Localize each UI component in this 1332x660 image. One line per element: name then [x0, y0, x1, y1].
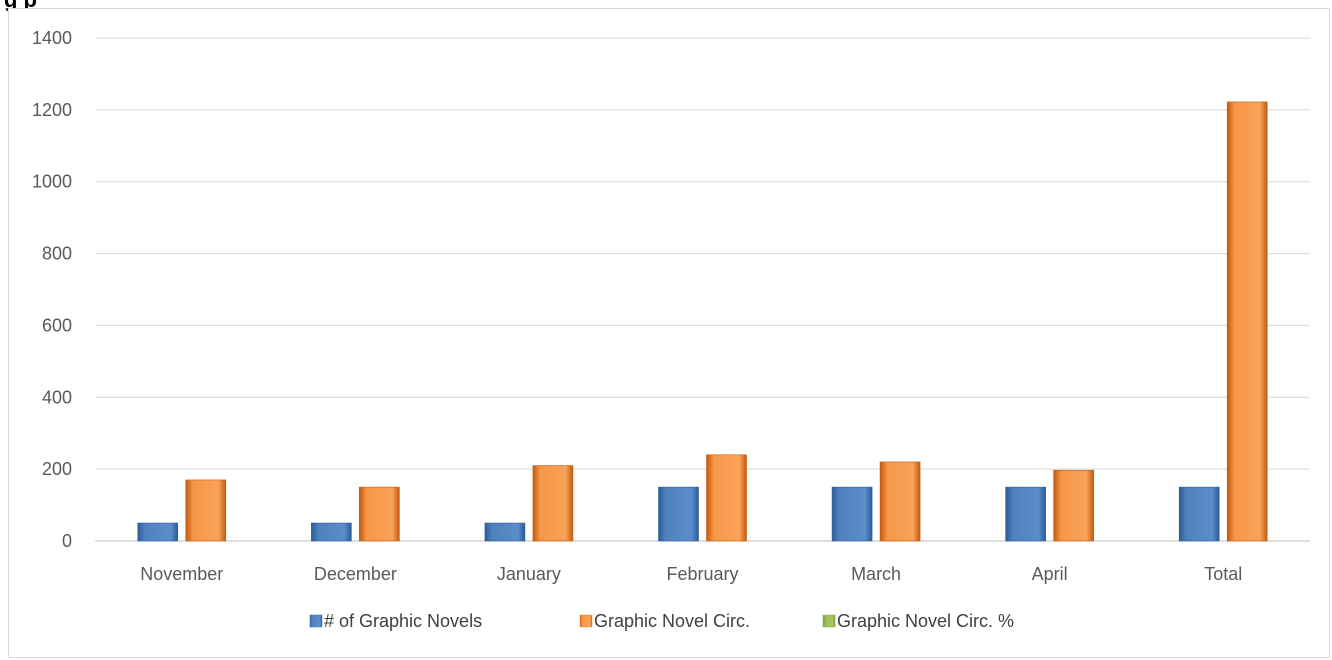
legend-label: Graphic Novel Circ. % — [837, 611, 1014, 631]
x-axis-ticks: November December January February March Apri… — [140, 564, 1242, 584]
y-tick-label: 1200 — [32, 100, 72, 120]
bar-graphic-novel-circ-january — [532, 465, 574, 542]
y-tick-label: 400 — [42, 387, 72, 407]
bar-graphic-novel-circ-february — [706, 454, 747, 542]
x-tick-label: January — [497, 564, 561, 584]
y-axis-ticks: 0 200 400 600 800 1000 1200 1400 — [32, 28, 72, 551]
bar-graphic-novels-december — [311, 522, 352, 542]
bar-graphic-novel-circ-december — [359, 486, 400, 542]
y-tick-label: 0 — [62, 531, 72, 551]
bar-graphic-novels-april — [1005, 486, 1046, 542]
legend: # of Graphic Novels Graphic Novel Circ. Gr… — [309, 611, 1014, 631]
y-tick-label: 600 — [42, 315, 72, 335]
bar-graphic-novel-circ-march — [879, 461, 921, 542]
bar-graphic-novel-circ-total — [1226, 101, 1268, 542]
bars — [137, 101, 1268, 542]
chart-frame — [8, 8, 1330, 658]
y-tick-label: 1000 — [32, 172, 72, 192]
bar-graphic-novels-january — [484, 522, 526, 542]
x-tick-label: December — [314, 564, 397, 584]
legend-swatch — [579, 614, 593, 628]
bar-graphic-novel-circ-november — [185, 479, 227, 542]
legend-swatch — [309, 614, 323, 628]
legend-swatch — [822, 614, 836, 628]
legend-label: # of Graphic Novels — [324, 611, 482, 631]
y-tick-label: 800 — [42, 244, 72, 264]
x-tick-label: February — [666, 564, 738, 584]
grid-lines — [95, 37, 1310, 542]
bar-graphic-novels-february — [658, 486, 699, 542]
x-tick-label: Total — [1204, 564, 1242, 584]
legend-label: Graphic Novel Circ. — [594, 611, 750, 631]
y-tick-label: 200 — [42, 459, 72, 479]
y-tick-label: 1400 — [32, 28, 72, 48]
bar-graphic-novels-march — [831, 486, 873, 542]
bar-graphic-novel-circ-april — [1053, 469, 1094, 542]
bar-graphic-novels-total — [1178, 486, 1220, 542]
x-tick-label: November — [140, 564, 223, 584]
x-tick-label: April — [1032, 564, 1068, 584]
x-tick-label: March — [851, 564, 901, 584]
bar-graphic-novels-november — [137, 522, 179, 542]
